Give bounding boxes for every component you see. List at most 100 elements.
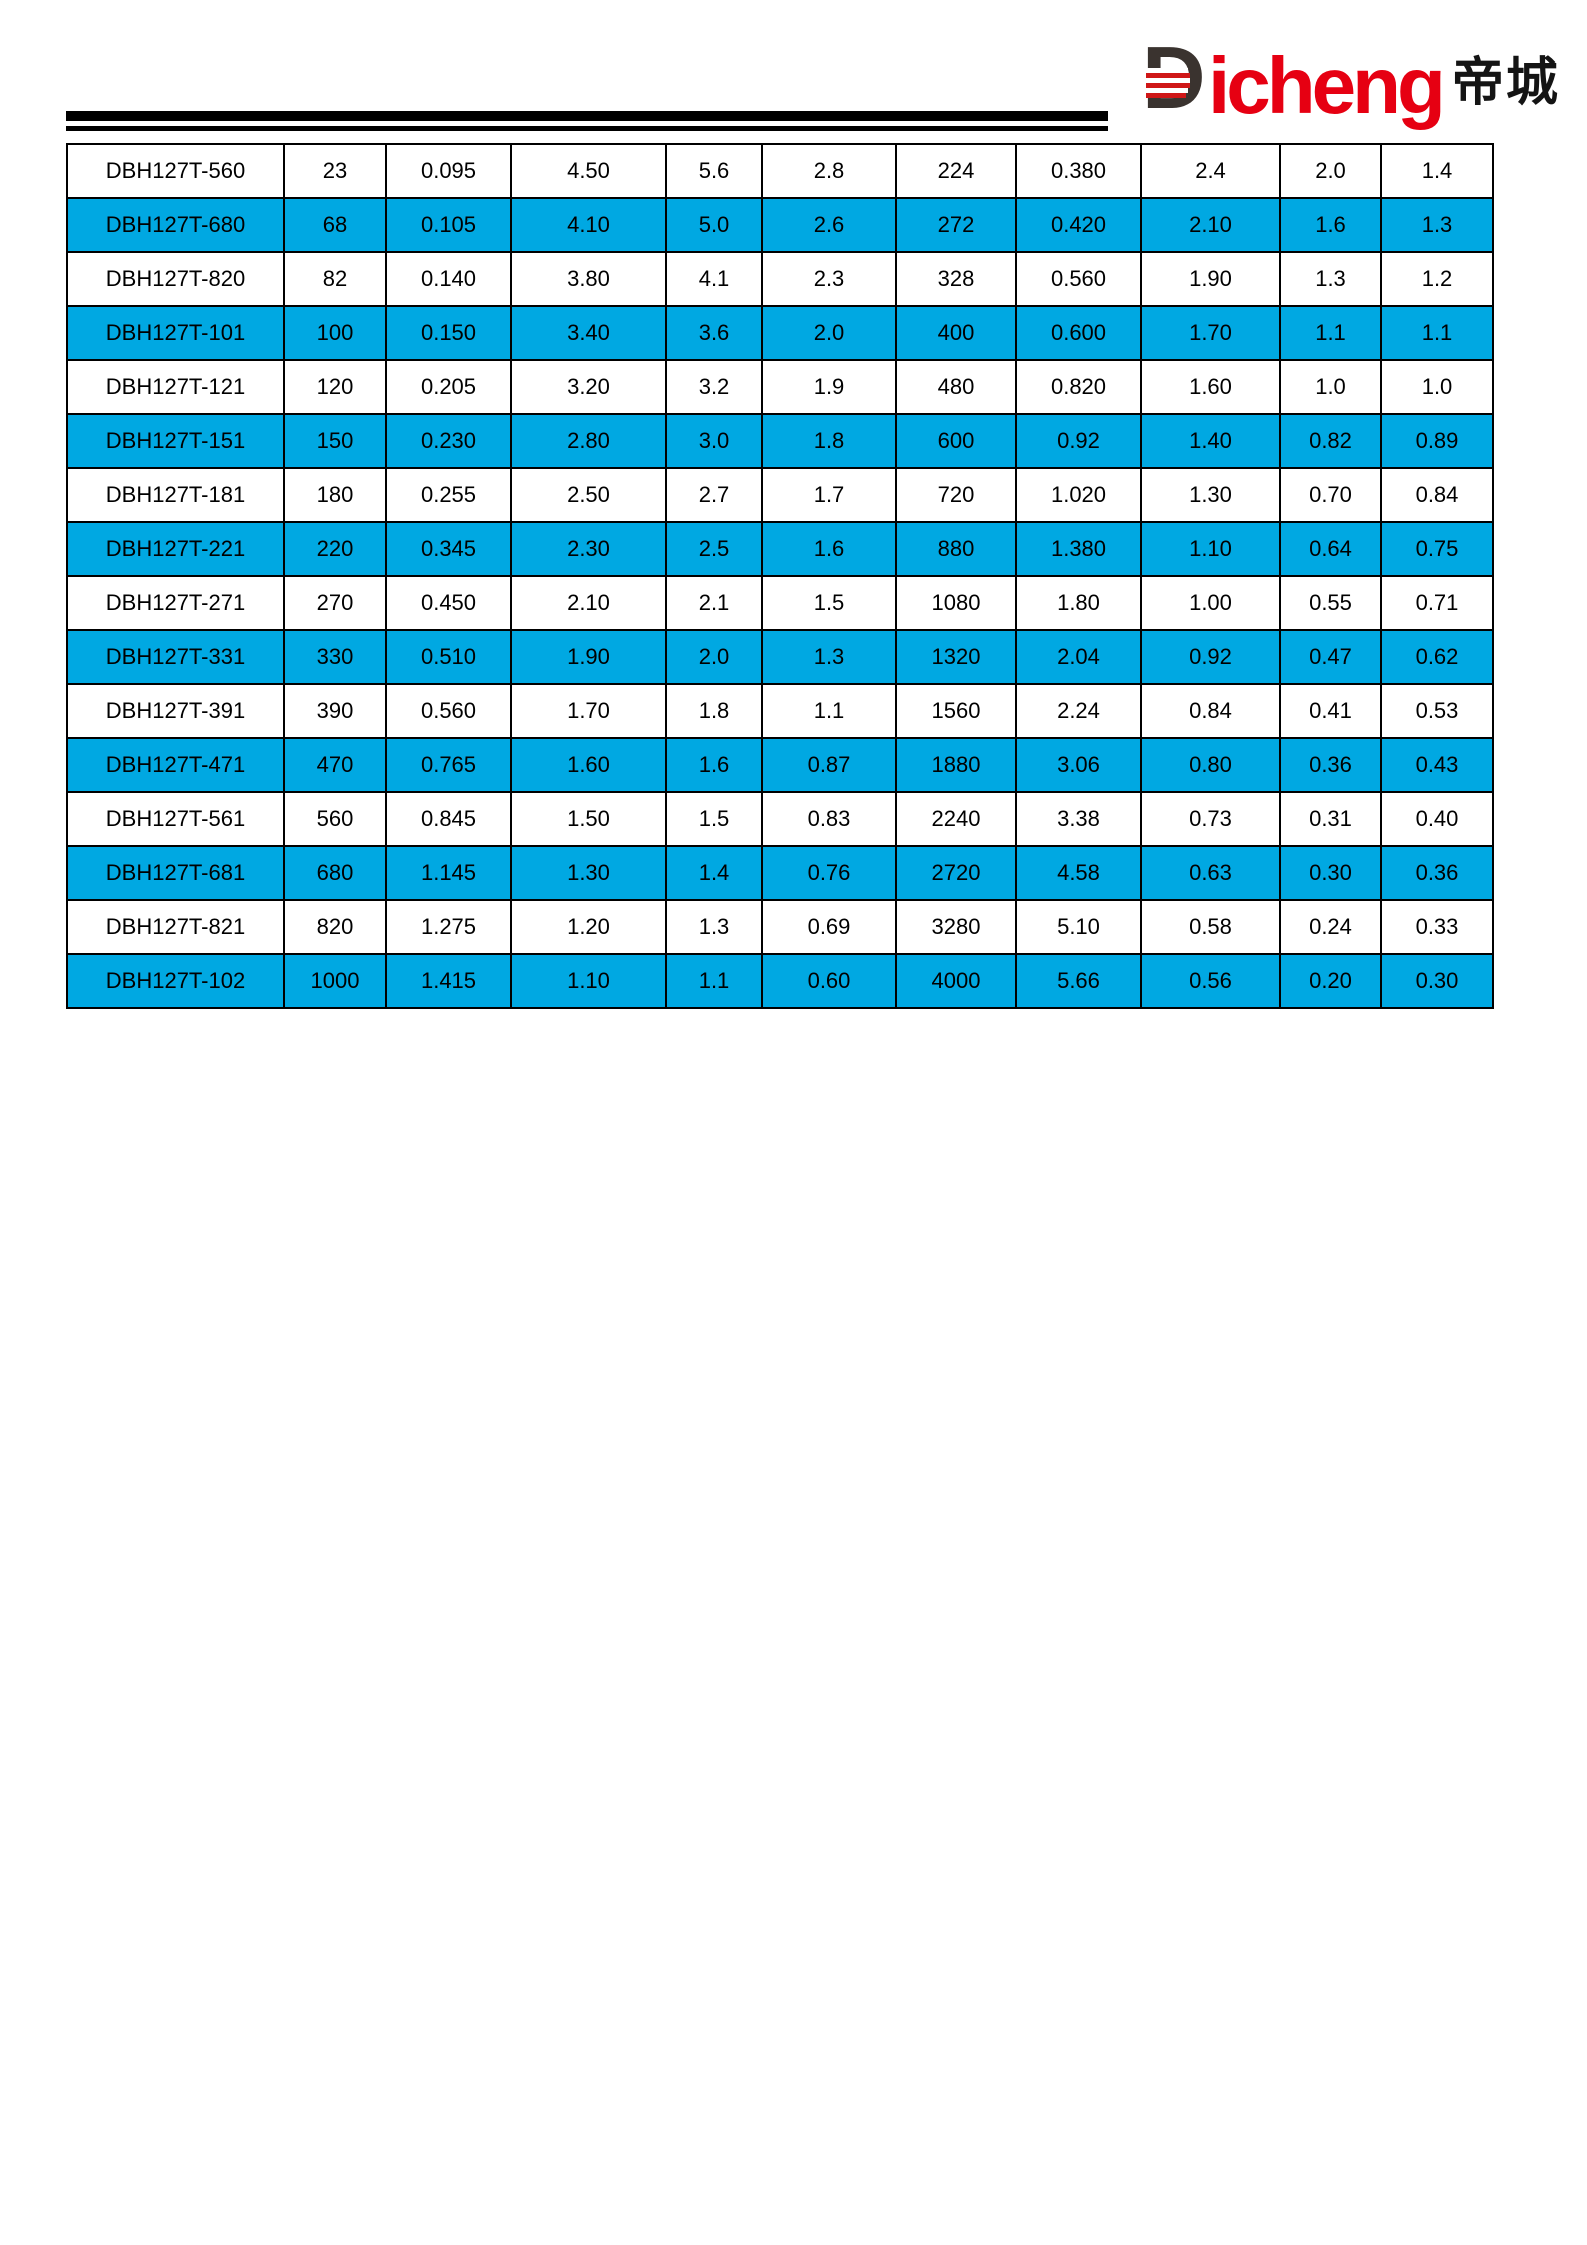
value-cell: 120	[283, 359, 387, 415]
value-cell: 1.40	[1140, 413, 1281, 469]
value-cell: 1.5	[665, 791, 763, 847]
value-cell: 2.6	[761, 197, 897, 253]
value-cell: 1.020	[1015, 467, 1142, 523]
model-cell: DBH127T-821	[66, 899, 285, 955]
value-cell: 1.7	[761, 467, 897, 523]
value-cell: 0.255	[385, 467, 512, 523]
value-cell: 0.36	[1380, 845, 1494, 901]
value-cell: 0.560	[1015, 251, 1142, 307]
value-cell: 3.38	[1015, 791, 1142, 847]
model-cell: DBH127T-391	[66, 683, 285, 739]
value-cell: 1.3	[761, 629, 897, 685]
value-cell: 1.8	[665, 683, 763, 739]
value-cell: 0.73	[1140, 791, 1281, 847]
value-cell: 0.20	[1279, 953, 1382, 1009]
value-cell: 1.1	[761, 683, 897, 739]
value-cell: 0.53	[1380, 683, 1494, 739]
value-cell: 2.10	[510, 575, 667, 631]
value-cell: 0.92	[1015, 413, 1142, 469]
table-row: DBH127T-560 23 0.095 4.50 5.6 2.8 224 0.380 2.4 2…	[66, 143, 1494, 199]
value-cell: 0.82	[1279, 413, 1382, 469]
value-cell: 0.420	[1015, 197, 1142, 253]
value-cell: 328	[895, 251, 1017, 307]
value-cell: 5.6	[665, 143, 763, 199]
value-cell: 1.60	[510, 737, 667, 793]
value-cell: 2.04	[1015, 629, 1142, 685]
value-cell: 2.8	[761, 143, 897, 199]
value-cell: 0.75	[1380, 521, 1494, 577]
value-cell: 2.3	[761, 251, 897, 307]
value-cell: 0.43	[1380, 737, 1494, 793]
value-cell: 0.345	[385, 521, 512, 577]
model-cell: DBH127T-680	[66, 197, 285, 253]
value-cell: 2.1	[665, 575, 763, 631]
value-cell: 3.0	[665, 413, 763, 469]
value-cell: 1080	[895, 575, 1017, 631]
value-cell: 1.90	[1140, 251, 1281, 307]
value-cell: 1.380	[1015, 521, 1142, 577]
value-cell: 1880	[895, 737, 1017, 793]
model-cell: DBH127T-471	[66, 737, 285, 793]
table-row: DBH127T-680 68 0.105 4.10 5.0 2.6 272 0.420 2.10…	[66, 197, 1494, 253]
value-cell: 0.84	[1380, 467, 1494, 523]
value-cell: 0.92	[1140, 629, 1281, 685]
value-cell: 0.600	[1015, 305, 1142, 361]
model-cell: DBH127T-681	[66, 845, 285, 901]
value-cell: 0.69	[761, 899, 897, 955]
value-cell: 560	[283, 791, 387, 847]
table-row: DBH127T-821 820 1.275 1.20 1.3 0.69 3280 5.10 0.…	[66, 899, 1494, 955]
value-cell: 5.10	[1015, 899, 1142, 955]
model-cell: DBH127T-101	[66, 305, 285, 361]
value-cell: 2.0	[665, 629, 763, 685]
table-row: DBH127T-820 82 0.140 3.80 4.1 2.3 328 0.560 1.90…	[66, 251, 1494, 307]
value-cell: 0.105	[385, 197, 512, 253]
value-cell: 4.1	[665, 251, 763, 307]
value-cell: 0.31	[1279, 791, 1382, 847]
value-cell: 0.510	[385, 629, 512, 685]
value-cell: 1.10	[510, 953, 667, 1009]
value-cell: 1.1	[1279, 305, 1382, 361]
value-cell: 220	[283, 521, 387, 577]
spec-table-body: DBH127T-560 23 0.095 4.50 5.6 2.8 224 0.380 2.4 2…	[66, 143, 1494, 1009]
value-cell: 0.140	[385, 251, 512, 307]
value-cell: 1.70	[1140, 305, 1281, 361]
model-cell: DBH127T-560	[66, 143, 285, 199]
value-cell: 1.6	[761, 521, 897, 577]
value-cell: 0.30	[1380, 953, 1494, 1009]
value-cell: 1.3	[1279, 251, 1382, 307]
value-cell: 1.6	[1279, 197, 1382, 253]
value-cell: 2.0	[1279, 143, 1382, 199]
value-cell: 0.89	[1380, 413, 1494, 469]
value-cell: 1.8	[761, 413, 897, 469]
value-cell: 0.095	[385, 143, 512, 199]
value-cell: 1.2	[1380, 251, 1494, 307]
value-cell: 4.10	[510, 197, 667, 253]
value-cell: 1.60	[1140, 359, 1281, 415]
value-cell: 480	[895, 359, 1017, 415]
value-cell: 1.1	[1380, 305, 1494, 361]
value-cell: 880	[895, 521, 1017, 577]
value-cell: 5.0	[665, 197, 763, 253]
divider-thin-line	[66, 126, 1108, 131]
value-cell: 1.30	[1140, 467, 1281, 523]
value-cell: 2240	[895, 791, 1017, 847]
value-cell: 3.2	[665, 359, 763, 415]
value-cell: 0.40	[1380, 791, 1494, 847]
value-cell: 3.20	[510, 359, 667, 415]
value-cell: 4000	[895, 953, 1017, 1009]
value-cell: 224	[895, 143, 1017, 199]
value-cell: 0.64	[1279, 521, 1382, 577]
value-cell: 1.3	[1380, 197, 1494, 253]
value-cell: 330	[283, 629, 387, 685]
model-cell: DBH127T-561	[66, 791, 285, 847]
spec-table: DBH127T-560 23 0.095 4.50 5.6 2.8 224 0.380 2.4 2…	[66, 143, 1494, 1009]
value-cell: 0.41	[1279, 683, 1382, 739]
value-cell: 470	[283, 737, 387, 793]
value-cell: 82	[283, 251, 387, 307]
value-cell: 3280	[895, 899, 1017, 955]
brand-logo: D icheng 帝城	[1146, 40, 1560, 126]
value-cell: 2.24	[1015, 683, 1142, 739]
value-cell: 4.58	[1015, 845, 1142, 901]
value-cell: 2.5	[665, 521, 763, 577]
